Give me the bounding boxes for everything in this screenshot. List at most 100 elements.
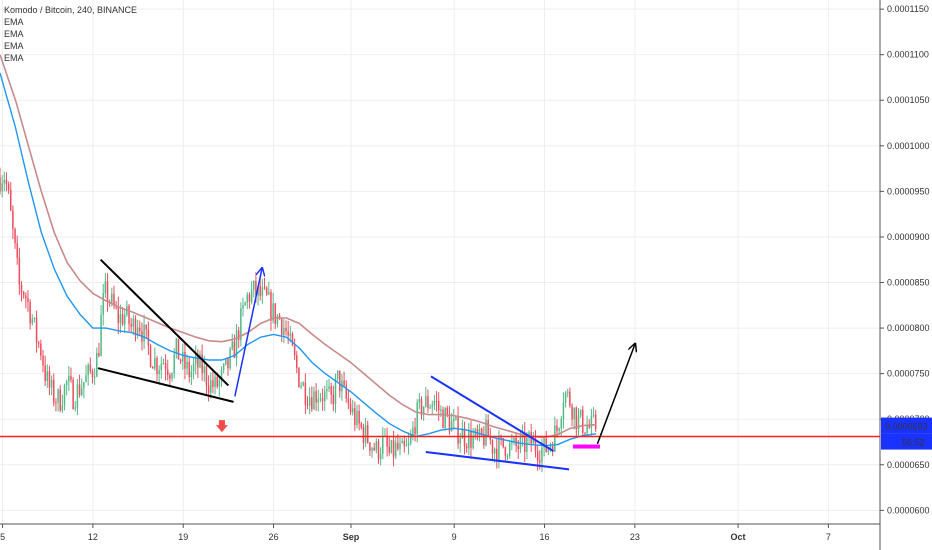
x-tick-label: 23	[630, 532, 640, 542]
candle-body	[231, 341, 234, 349]
candle-body	[182, 352, 184, 362]
candle-body	[22, 292, 25, 296]
candle-body	[483, 435, 485, 446]
candle-body	[65, 381, 68, 386]
candle-body	[98, 352, 100, 356]
candle-body	[61, 405, 64, 411]
candle-body	[459, 438, 461, 444]
candle-body	[558, 428, 560, 431]
candle-body	[151, 366, 154, 369]
candle-body	[308, 397, 311, 406]
ema-indicator-1[interactable]: EMA	[4, 17, 24, 27]
candle-body	[442, 409, 444, 429]
candle-body	[276, 315, 279, 324]
candle-body	[145, 324, 147, 330]
candle-body	[20, 284, 23, 293]
candle-body	[263, 287, 266, 289]
candle-body	[18, 257, 21, 285]
candle-body	[433, 400, 436, 406]
candle-body	[313, 391, 315, 410]
candle-body	[7, 184, 10, 190]
candle-body	[261, 287, 264, 296]
wedge-2-upper-line[interactable]	[430, 375, 555, 452]
candle-body	[296, 355, 298, 368]
candle-body	[207, 385, 210, 393]
candle-body	[143, 324, 145, 342]
candle-body	[566, 391, 569, 393]
candle-body	[149, 345, 152, 367]
candle-body	[332, 394, 335, 405]
candle-body	[40, 343, 42, 356]
candle-body	[63, 385, 66, 406]
candle-body	[410, 435, 412, 444]
candle-body	[235, 330, 238, 358]
candle-body	[214, 376, 216, 388]
candle-body	[285, 328, 287, 332]
candle-body	[111, 293, 113, 303]
wedge-2-lower-line[interactable]	[425, 451, 570, 471]
ema-indicator-4[interactable]: EMA	[4, 53, 24, 63]
ema-slow-line	[0, 54, 597, 439]
candle-body	[156, 358, 158, 374]
candle-body	[128, 305, 130, 325]
y-tick-label: 0.0000900	[887, 232, 930, 242]
candle-body	[556, 425, 558, 431]
candle-body	[37, 342, 40, 344]
candle-body	[388, 446, 390, 453]
candle-body	[162, 363, 165, 365]
ema-indicator-2[interactable]: EMA	[4, 29, 24, 39]
candle-body	[27, 298, 29, 303]
candle-body	[257, 286, 259, 296]
candle-body	[468, 430, 470, 449]
wedge-1-upper-line[interactable]	[99, 259, 230, 387]
candle-body	[446, 408, 449, 415]
candle-body	[573, 407, 575, 420]
breakout-2-arrow[interactable]	[596, 344, 634, 445]
candle-body	[218, 379, 221, 387]
candle-body	[272, 303, 274, 321]
candle-body	[491, 439, 494, 454]
signal-down-arrow[interactable]	[215, 420, 228, 433]
candle-body	[435, 400, 438, 402]
candle-body	[334, 378, 337, 405]
candle-body	[1, 183, 3, 192]
magenta-marker[interactable]	[572, 444, 600, 449]
x-tick-label: Sep	[343, 532, 360, 542]
candle-body	[173, 354, 175, 374]
candle-body	[582, 409, 584, 433]
ema-indicator-3[interactable]: EMA	[4, 41, 24, 51]
candle-body	[16, 243, 18, 258]
candle-body	[222, 364, 225, 370]
candle-body	[317, 399, 320, 403]
candle-body	[506, 456, 509, 458]
candle-body	[29, 302, 31, 324]
candle-body	[536, 451, 539, 461]
candle-body	[91, 370, 94, 378]
candle-body	[227, 358, 229, 369]
candle-body	[175, 338, 178, 355]
candle-body	[76, 384, 79, 408]
candle-body	[244, 302, 246, 306]
candle-body	[53, 379, 55, 403]
candle-body	[414, 427, 416, 435]
symbol-title[interactable]: Komodo / Bitcoin, 240, BINANCE	[4, 5, 138, 15]
candle-body	[70, 375, 72, 380]
candle-body	[190, 371, 193, 378]
candle-body	[390, 440, 393, 453]
candle-body	[10, 189, 12, 211]
candle-body	[311, 397, 313, 410]
wedge-1-lower-line[interactable]	[97, 367, 234, 403]
candle-body	[270, 292, 272, 321]
candle-body	[100, 314, 102, 356]
candle-body	[594, 414, 597, 429]
candle-body	[319, 398, 322, 400]
candle-body	[532, 438, 535, 444]
y-tick-label: 0.0000850	[887, 278, 930, 288]
candle-body	[291, 333, 294, 346]
candle-body	[500, 437, 502, 439]
breakout-1-arrow[interactable]	[234, 269, 262, 397]
candle-body	[584, 432, 586, 434]
